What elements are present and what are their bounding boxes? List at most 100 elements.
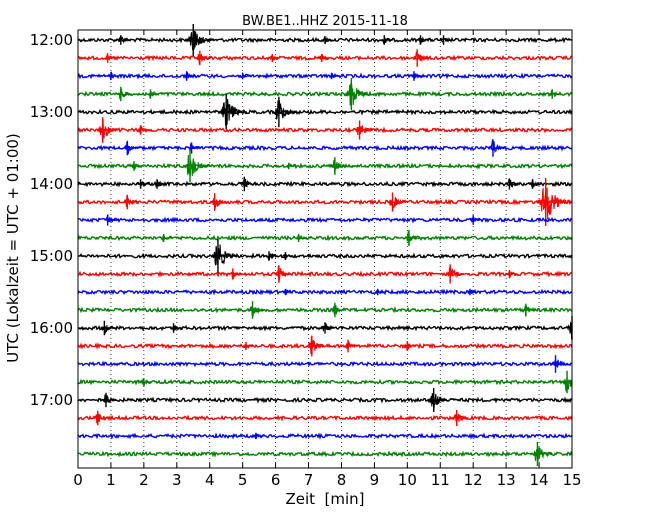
seismic-event	[107, 70, 120, 80]
seismic-event	[531, 446, 553, 462]
seismic-event	[387, 197, 406, 210]
trace-line	[77, 216, 573, 224]
seismic-event	[550, 359, 569, 368]
seismic-event	[328, 72, 340, 79]
trace-line	[77, 288, 573, 296]
seismic-event	[318, 53, 330, 62]
trace-1445	[77, 230, 573, 246]
y-tick-label: 17:00	[30, 391, 73, 409]
trace-1230	[77, 70, 573, 81]
seismic-event	[123, 141, 139, 155]
seismic-event	[170, 325, 183, 331]
trace-1215	[77, 49, 573, 67]
seismic-event	[274, 265, 292, 281]
seismic-event	[160, 235, 173, 242]
seismic-event	[240, 177, 256, 188]
seismic-event	[272, 99, 298, 120]
seismic-event	[247, 306, 266, 318]
x-tick-label: 10	[398, 471, 417, 489]
trace-1615	[77, 335, 573, 357]
seismic-event	[147, 90, 160, 99]
seismic-event	[153, 179, 166, 187]
seismic-event	[321, 36, 334, 44]
seismic-traces	[77, 24, 573, 466]
y-tick-label: 15:00	[30, 247, 73, 265]
seismic-event	[211, 244, 238, 266]
seismic-event	[295, 234, 307, 240]
trace-1245	[77, 78, 573, 110]
seismic-event	[93, 412, 109, 424]
seismic-event	[229, 271, 243, 280]
trace-1500	[77, 239, 573, 273]
seismic-event	[186, 31, 213, 51]
seismic-event	[282, 253, 294, 260]
trace-line	[77, 360, 573, 368]
trace-line	[77, 306, 573, 314]
trace-1300	[77, 94, 573, 130]
trace-1515	[77, 264, 573, 284]
trace-1200	[77, 24, 573, 56]
trace-line	[77, 90, 573, 98]
trace-1645	[77, 370, 573, 394]
trace-1400	[77, 176, 573, 192]
trace-line	[77, 378, 573, 386]
x-tick-label: 9	[370, 471, 380, 489]
chart-title: BW.BE1..HHZ 2015-11-18	[242, 14, 408, 29]
seismic-event	[321, 322, 335, 333]
seismic-event	[117, 35, 130, 44]
x-tick-label: 15	[562, 471, 581, 489]
seismic-event	[417, 36, 430, 45]
x-tick-label: 6	[271, 471, 281, 489]
plot-frame	[77, 29, 573, 469]
y-tick-label: 16:00	[30, 319, 73, 337]
x-tick-label: 4	[205, 471, 215, 489]
y-tick-label: 12:00	[30, 31, 73, 49]
seismic-event	[285, 163, 297, 169]
seismic-event	[529, 179, 542, 188]
x-axis-ticks: 0 1 2 3 4 5 6 7 8 9 10 11 12 13 14 15	[73, 30, 582, 489]
x-tick-label: 3	[172, 471, 182, 489]
seismic-event	[506, 272, 518, 280]
seismic-event	[469, 214, 483, 222]
seismic-event	[344, 83, 371, 107]
x-tick-label: 7	[304, 471, 314, 489]
seismic-event	[412, 51, 430, 62]
seismic-event	[410, 73, 423, 80]
trace-line	[77, 108, 573, 116]
seismic-event	[306, 336, 326, 356]
seismic-event	[404, 231, 422, 246]
seismic-event	[239, 71, 251, 79]
y-tick-label: 14:00	[30, 175, 73, 193]
trace-line	[77, 234, 573, 242]
y-axis-ticks: 12:00 13:00 14:00 15:00 16:00 17:00	[30, 31, 572, 409]
trace-line	[77, 414, 573, 422]
seismic-event	[330, 304, 346, 315]
trace-1530	[77, 288, 573, 296]
trace-line	[77, 396, 573, 404]
trace-1715	[77, 410, 573, 426]
seismic-event	[548, 90, 562, 98]
seismic-event	[209, 198, 228, 209]
x-tick-label: 14	[530, 471, 549, 489]
seismic-event	[467, 289, 478, 295]
seismic-event	[130, 162, 143, 170]
trace-1745	[77, 442, 573, 466]
trace-1315	[77, 117, 573, 143]
seismic-event	[140, 378, 152, 387]
trace-1600	[77, 316, 573, 340]
seismic-event	[522, 305, 537, 317]
seismic-event	[440, 37, 453, 44]
seismic-event	[265, 252, 278, 261]
seismic-event	[282, 289, 294, 295]
seismic-event	[354, 125, 374, 136]
x-tick-label: 0	[73, 471, 83, 489]
trace-line	[77, 126, 573, 134]
x-tick-label: 12	[464, 471, 483, 489]
seismic-event	[104, 53, 117, 61]
y-tick-label: 13:00	[30, 103, 73, 121]
seismic-event	[445, 267, 464, 279]
seismic-event	[218, 98, 248, 126]
seismic-event	[100, 323, 116, 335]
seismic-event	[566, 321, 573, 339]
